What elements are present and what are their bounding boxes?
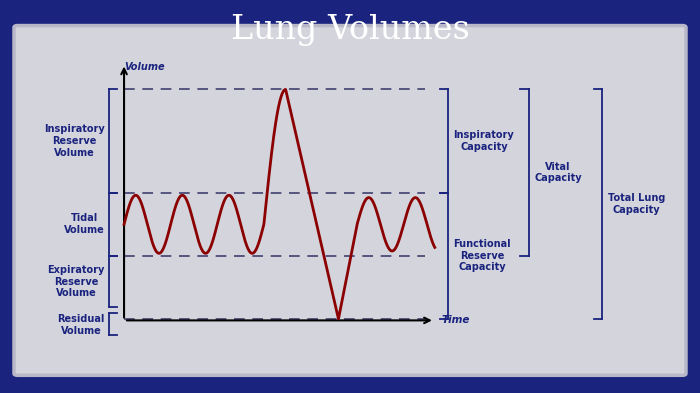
Text: Expiratory
Reserve
Volume: Expiratory Reserve Volume xyxy=(48,265,105,298)
Text: Vital
Capacity: Vital Capacity xyxy=(534,162,582,184)
Text: Tidal
Volume: Tidal Volume xyxy=(64,213,105,235)
Text: Inspiratory
Reserve
Volume: Inspiratory Reserve Volume xyxy=(44,125,105,158)
Text: Lung Volumes: Lung Volumes xyxy=(230,14,470,46)
Text: Time: Time xyxy=(441,316,470,325)
Text: Total Lung
Capacity: Total Lung Capacity xyxy=(608,193,665,215)
Text: Inspiratory
Capacity: Inspiratory Capacity xyxy=(454,130,514,152)
Text: Functional
Reserve
Capacity: Functional Reserve Capacity xyxy=(454,239,511,272)
Text: Volume: Volume xyxy=(124,62,164,72)
Text: Residual
Volume: Residual Volume xyxy=(57,314,105,336)
